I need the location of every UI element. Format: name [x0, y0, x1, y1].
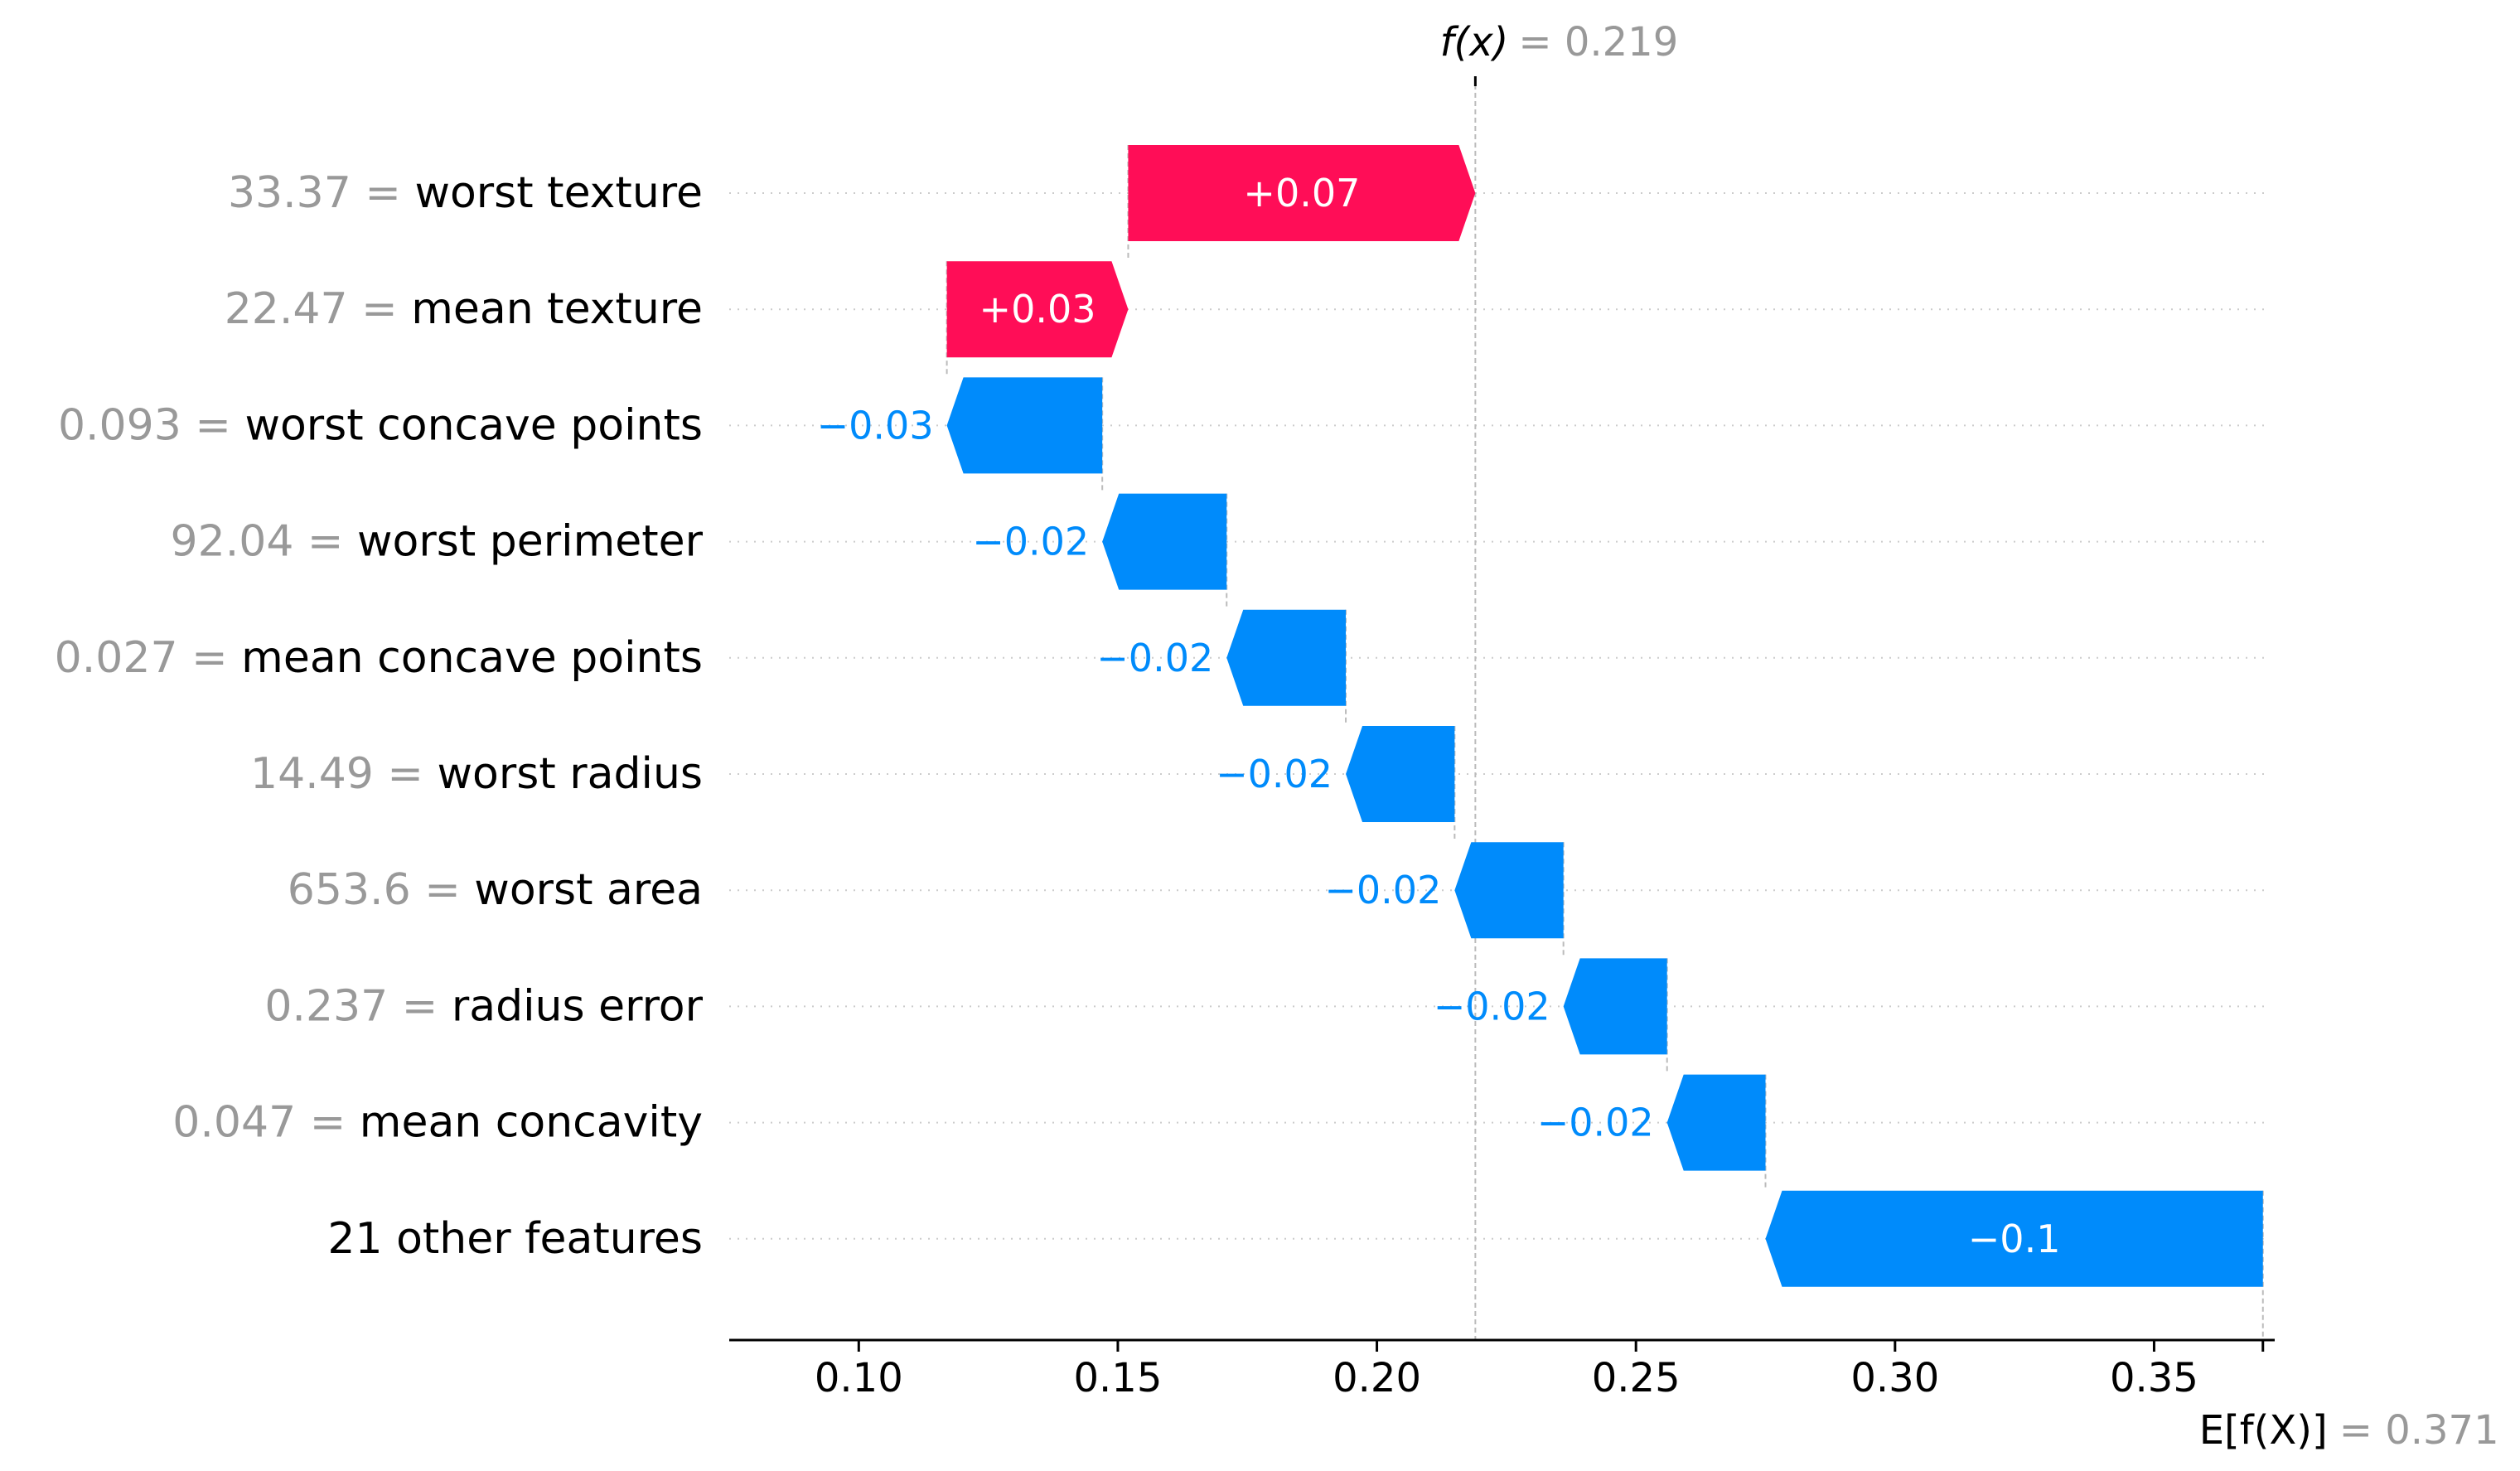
x-axis: 0.10 0.15 0.20 0.25 0.30 0.35	[729, 1338, 2275, 1401]
feature-labels: 33.37 = worst texture 22.47 = mean textur…	[55, 168, 704, 1264]
feature-label: 22.47 = mean texture	[225, 284, 703, 334]
feature-bar	[1102, 493, 1227, 590]
feature-name: worst perimeter	[357, 517, 704, 567]
feature-value: 0.027 =	[55, 633, 242, 683]
feature-value: 33.37 =	[228, 168, 415, 218]
feature-name: worst texture	[414, 168, 703, 218]
feature-bar	[1765, 1190, 2263, 1287]
feature-label: 0.093 = worst concave points	[58, 400, 703, 450]
feature-name: 21 other features	[327, 1214, 703, 1264]
x-tick-label: 0.30	[1850, 1355, 1939, 1401]
fx-label: f(x)	[1440, 19, 1509, 65]
bar-value-label: −0.03	[817, 403, 934, 448]
feature-value: 0.237 =	[264, 981, 452, 1031]
feature-name: mean concave points	[241, 633, 703, 683]
feature-label: 14.49 = worst radius	[250, 749, 703, 799]
efx-label: E[f(X)]	[2199, 1407, 2328, 1454]
x-tick-label: 0.35	[2110, 1355, 2198, 1401]
feature-name: worst radius	[438, 749, 703, 799]
bar-value-label: −0.02	[1324, 868, 1441, 912]
bar-value-label: −0.1	[1968, 1217, 2061, 1261]
feature-bar	[1563, 958, 1667, 1055]
feature-bar	[1346, 726, 1455, 822]
feature-name: radius error	[452, 981, 704, 1031]
feature-label: 92.04 = worst perimeter	[171, 517, 704, 567]
feature-label: 0.027 = mean concave points	[55, 633, 703, 683]
feature-name: worst area	[474, 865, 703, 915]
feature-value: 653.6 =	[288, 865, 475, 915]
feature-bar	[946, 377, 1103, 474]
feature-bar	[1666, 1074, 1766, 1171]
feature-label: 21 other features	[327, 1214, 703, 1264]
x-tick-label: 0.10	[815, 1355, 903, 1401]
feature-label: 0.237 = radius error	[264, 981, 703, 1031]
bars: +0.07 +0.03 −0.03 −0.02 −0.02 −0.02 −0.02 −0.02…	[817, 145, 2263, 1287]
feature-value: 0.047 =	[172, 1098, 360, 1148]
x-tick-label: 0.25	[1592, 1355, 1681, 1401]
feature-bar	[946, 261, 1129, 358]
feature-bar	[1226, 609, 1347, 706]
fx-value: = 0.219	[1518, 19, 1678, 65]
feature-bar	[1454, 842, 1564, 939]
feature-name: worst concave points	[244, 400, 703, 450]
bar-value-label: −0.02	[972, 520, 1089, 564]
bar-value-label: −0.02	[1537, 1101, 1654, 1145]
feature-value: 14.49 =	[250, 749, 438, 799]
x-tick-label: 0.20	[1333, 1355, 1421, 1401]
efx-value: = 0.371	[2339, 1407, 2499, 1454]
expected-value-annotations: f(x) = 0.219 E[f(X)] = 0.371	[1440, 19, 2499, 1454]
feature-value: 92.04 =	[171, 517, 358, 567]
bar-value-label: −0.02	[1216, 752, 1333, 796]
reference-lines	[946, 76, 2264, 1340]
bar-value-label: −0.02	[1096, 636, 1213, 680]
feature-name: mean concavity	[360, 1098, 703, 1148]
bar-value-label: +0.03	[979, 287, 1096, 331]
feature-label: 653.6 = worst area	[288, 865, 703, 915]
x-tick-label: 0.15	[1074, 1355, 1163, 1401]
feature-label: 33.37 = worst texture	[228, 168, 703, 218]
feature-label: 0.047 = mean concavity	[172, 1098, 703, 1148]
feature-value: 0.093 =	[58, 400, 245, 450]
feature-bar	[1128, 145, 1476, 241]
feature-name: mean texture	[411, 284, 703, 334]
bar-value-label: +0.07	[1243, 171, 1360, 215]
bar-value-label: −0.02	[1434, 984, 1550, 1028]
feature-value: 22.47 =	[225, 284, 412, 334]
